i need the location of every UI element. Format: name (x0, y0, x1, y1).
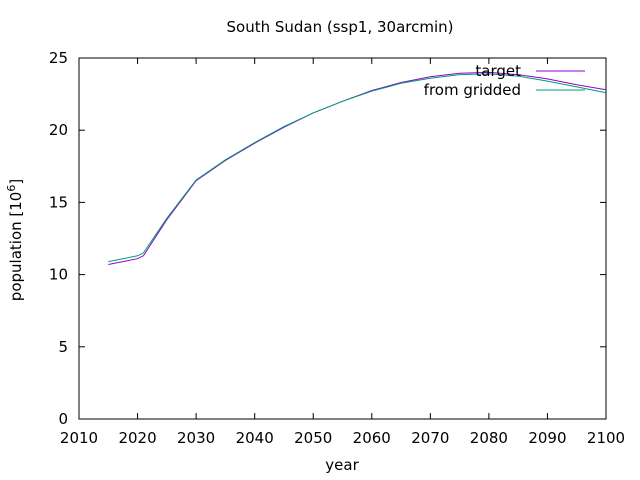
x-tick-label: 2070 (411, 429, 449, 447)
x-axis-label: year (325, 456, 359, 474)
plot-lines (108, 71, 607, 265)
y-tick-label: 20 (49, 121, 68, 139)
y-axis-label-close: ] (7, 179, 25, 185)
series-line-0 (108, 71, 607, 265)
x-tick-label: 2020 (118, 429, 156, 447)
x-tick-label: 2030 (177, 429, 215, 447)
y-axis-label-exponent: 6 (5, 185, 18, 192)
x-tick-label: 2100 (587, 429, 625, 447)
y-tick-label: 15 (49, 193, 68, 211)
y-tick-label: 0 (58, 410, 68, 428)
chart-title: South Sudan (ssp1, 30arcmin) (227, 18, 454, 36)
x-tick-label: 2010 (60, 429, 98, 447)
legend-label: from gridded (424, 81, 521, 99)
x-tick-label: 2040 (236, 429, 274, 447)
y-tick-label: 25 (49, 49, 68, 67)
x-axis: 2010 2020 2030 2040 2050 2060 2070 2080 2090 2100 (60, 58, 625, 447)
series-line-1 (108, 73, 607, 263)
plot-frame (78, 57, 607, 420)
y-tick-label: 5 (58, 338, 68, 356)
x-tick-label: 2050 (294, 429, 332, 447)
x-tick-label: 2060 (353, 429, 391, 447)
x-tick-label: 2080 (470, 429, 508, 447)
legend-label: target (475, 62, 521, 80)
y-axis-label-main: population [10 (7, 192, 25, 302)
x-tick-label: 2090 (528, 429, 566, 447)
y-axis: 0 5 10 15 20 25 (49, 49, 606, 428)
y-tick-label: 10 (49, 266, 68, 284)
y-axis-label: population [106] (5, 179, 25, 301)
